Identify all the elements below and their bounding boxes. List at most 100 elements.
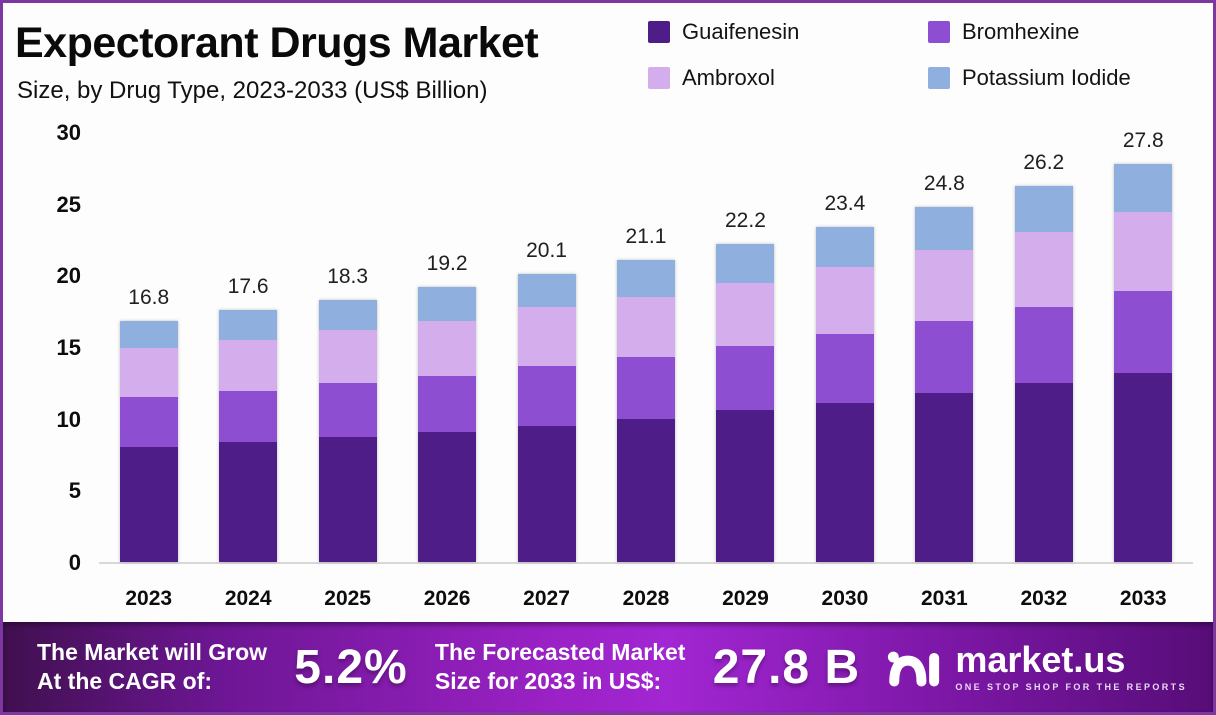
legend-swatch-icon <box>648 67 670 89</box>
x-axis-label-2026: 2026 <box>423 587 471 610</box>
bar-segment-potassium-iodide <box>318 299 377 330</box>
bar-segment-ambroxol <box>119 348 178 398</box>
bar-group-2032: 26.2 <box>1004 151 1084 562</box>
bar-segment-ambroxol <box>915 249 974 322</box>
bar-segment-guaifenesin <box>1114 372 1173 562</box>
bar-group-2031: 24.8 <box>904 172 984 562</box>
legend-item-guaifenesin: Guaifenesin <box>648 19 928 45</box>
bar-segment-potassium-iodide <box>517 273 576 307</box>
bar-segment-ambroxol <box>815 266 874 335</box>
bar-segment-guaifenesin <box>815 402 874 562</box>
chart-legend: Guaifenesin Bromhexine Ambroxol Potassium I… <box>648 19 1204 91</box>
bar-segment-bromhexine <box>219 391 278 442</box>
bar-stack <box>219 309 278 562</box>
x-axis-label-2030: 2030 <box>821 587 869 610</box>
bar-total-label: 18.3 <box>327 264 369 288</box>
x-axis: 2023 2024 2025 2026 2027 2028 2029 2030 2031 2032… <box>99 587 1193 611</box>
y-tick-label: 10 <box>56 406 81 432</box>
bar-total-label: 22.2 <box>725 208 766 232</box>
x-axis-label-2024: 2024 <box>224 587 272 610</box>
bar-segment-guaifenesin <box>418 431 477 562</box>
brand-tagline: ONE STOP SHOP FOR THE REPORTS <box>955 682 1187 692</box>
cagr-label-line1: The Market will Grow <box>37 638 268 665</box>
bar-total-label: 17.6 <box>227 274 269 298</box>
bar-total-label: 16.8 <box>128 286 170 310</box>
bar-segment-ambroxol <box>616 296 675 358</box>
x-axis-label-2027: 2027 <box>523 587 570 610</box>
bar-segment-potassium-iodide <box>418 286 477 322</box>
x-axis-label-2033: 2033 <box>1119 587 1167 610</box>
bar-segment-potassium-iodide <box>1014 186 1073 233</box>
bar-total-label: 26.2 <box>1023 151 1065 175</box>
y-tick-label: 15 <box>56 335 81 360</box>
bar-segment-potassium-iodide <box>1114 163 1173 213</box>
bar-segment-guaifenesin <box>119 447 178 562</box>
legend-swatch-icon <box>648 21 670 43</box>
bar-stack <box>915 206 974 562</box>
x-axis-label-2028: 2028 <box>622 587 670 610</box>
y-tick-label: 0 <box>68 550 81 575</box>
bar-segment-guaifenesin <box>517 425 576 562</box>
legend-item-bromhexine: Bromhexine <box>928 19 1204 45</box>
bar-stack <box>815 226 874 562</box>
bar-segment-potassium-iodide <box>219 309 278 340</box>
bar-segment-bromhexine <box>1014 306 1073 383</box>
x-axis-label-2023: 2023 <box>125 587 173 610</box>
bar-segment-bromhexine <box>517 365 576 426</box>
bar-stack <box>418 286 477 562</box>
bar-total-label: 27.8 <box>1122 128 1164 152</box>
legend-label: Guaifenesin <box>682 19 800 44</box>
bar-stack <box>716 243 775 562</box>
cagr-label: The Market will Grow At the CAGR of: <box>37 638 267 697</box>
bar-segment-potassium-iodide <box>915 206 974 250</box>
bar-segment-ambroxol <box>1114 212 1173 292</box>
bar-group-2025: 18.3 <box>308 265 388 562</box>
bar-segment-ambroxol <box>418 321 477 376</box>
cagr-value: 5.2% <box>294 640 408 694</box>
legend-item-ambroxol: Ambroxol <box>648 65 928 91</box>
page-subtitle: Size, by Drug Type, 2023-2033 (US$ Billi… <box>17 77 488 104</box>
bar-group-2033: 27.8 <box>1103 129 1183 562</box>
bar-segment-bromhexine <box>815 334 874 403</box>
bar-group-2030: 23.4 <box>805 192 885 562</box>
bar-segment-ambroxol <box>1014 232 1073 307</box>
brand-logo: market.us ONE STOP SHOP FOR THE REPORTS <box>887 642 1187 692</box>
bar-stack <box>616 259 675 562</box>
bar-segment-bromhexine <box>716 345 775 411</box>
legend-label: Bromhexine <box>962 19 1080 44</box>
page-title: Expectorant Drugs Market <box>15 19 539 67</box>
legend-swatch-icon <box>928 67 950 89</box>
bar-segment-ambroxol <box>318 329 377 383</box>
y-tick-label: 30 <box>56 120 81 145</box>
legend-item-potassium-iodide: Potassium Iodide <box>928 65 1204 91</box>
brand-text: market.us ONE STOP SHOP FOR THE REPORTS <box>955 639 1187 693</box>
bar-segment-ambroxol <box>517 306 576 366</box>
bar-segment-bromhexine <box>318 382 377 438</box>
plot-area: 16.8 17.6 18.3 19.2 20.1 21.1 22.2 23.4 24.8 26.2… <box>99 129 1193 564</box>
forecast-label: The Forecasted Market Size for 2033 in U… <box>435 638 686 697</box>
bar-group-2024: 17.6 <box>208 275 288 562</box>
bar-stack <box>119 321 178 562</box>
forecast-label-line2: Size for 2033 in US$: <box>434 668 662 694</box>
bar-segment-potassium-iodide <box>815 226 874 267</box>
bar-segment-guaifenesin <box>716 410 775 562</box>
bar-segment-guaifenesin <box>915 392 974 562</box>
bar-group-2028: 21.1 <box>606 225 686 562</box>
legend-swatch-icon <box>928 21 950 43</box>
bar-total-label: 20.1 <box>526 238 567 262</box>
bar-segment-bromhexine <box>915 321 974 393</box>
footer-banner: The Market will Grow At the CAGR of: 5.2… <box>3 622 1213 712</box>
y-tick-label: 5 <box>68 478 81 504</box>
brand-name: market.us <box>955 639 1126 680</box>
marketus-logo-icon <box>888 651 940 687</box>
bar-segment-guaifenesin <box>1014 382 1073 562</box>
bar-total-label: 24.8 <box>923 171 965 195</box>
bar-segment-potassium-iodide <box>616 259 675 297</box>
x-axis-label-2032: 2032 <box>1020 587 1068 610</box>
bar-segment-ambroxol <box>716 282 775 346</box>
y-axis: 0 5 10 15 20 25 30 <box>25 3 81 603</box>
forecast-label-line1: The Forecasted Market <box>434 638 686 665</box>
bar-segment-bromhexine <box>1114 291 1173 373</box>
bar-group-2023: 16.8 <box>109 286 189 562</box>
bar-segment-potassium-iodide <box>716 243 775 283</box>
